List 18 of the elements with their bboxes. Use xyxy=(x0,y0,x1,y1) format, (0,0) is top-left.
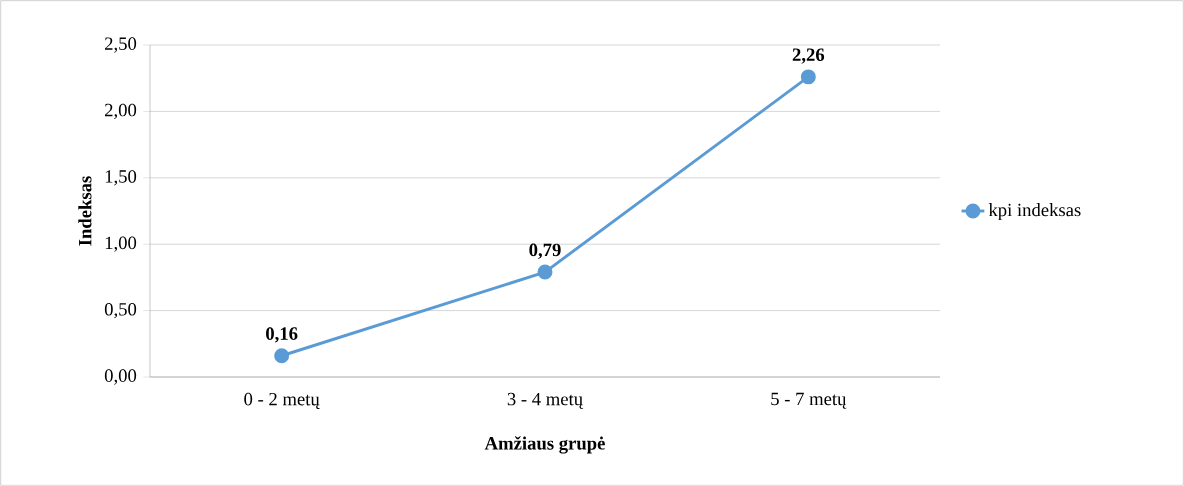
x-axis-title: Amžiaus grupė xyxy=(484,436,605,454)
y-tick-label: 1,00 xyxy=(105,236,137,252)
point xyxy=(274,348,290,364)
y-tick-label: 1,50 xyxy=(105,170,137,186)
y-tick-label: 0,50 xyxy=(104,302,137,319)
data-label: 0,16 xyxy=(266,327,298,343)
point xyxy=(800,69,816,85)
x-tick-label: 5 - 7 metų xyxy=(771,392,847,409)
data-label: 0,79 xyxy=(529,243,561,259)
data-label: 2,26 xyxy=(792,48,825,64)
y-tick-label: 0,00 xyxy=(104,369,137,385)
y-tick-label: 2,50 xyxy=(105,37,137,53)
legend-label: kpi indeksas xyxy=(988,203,1081,221)
y-tick-label: 2,00 xyxy=(105,103,137,120)
point xyxy=(537,264,553,280)
x-tick-label: 3 - 4 metų xyxy=(507,392,584,409)
x-tick-label: 0 - 2 metų xyxy=(244,392,320,409)
y-axis-title: Indeksas xyxy=(78,176,92,246)
